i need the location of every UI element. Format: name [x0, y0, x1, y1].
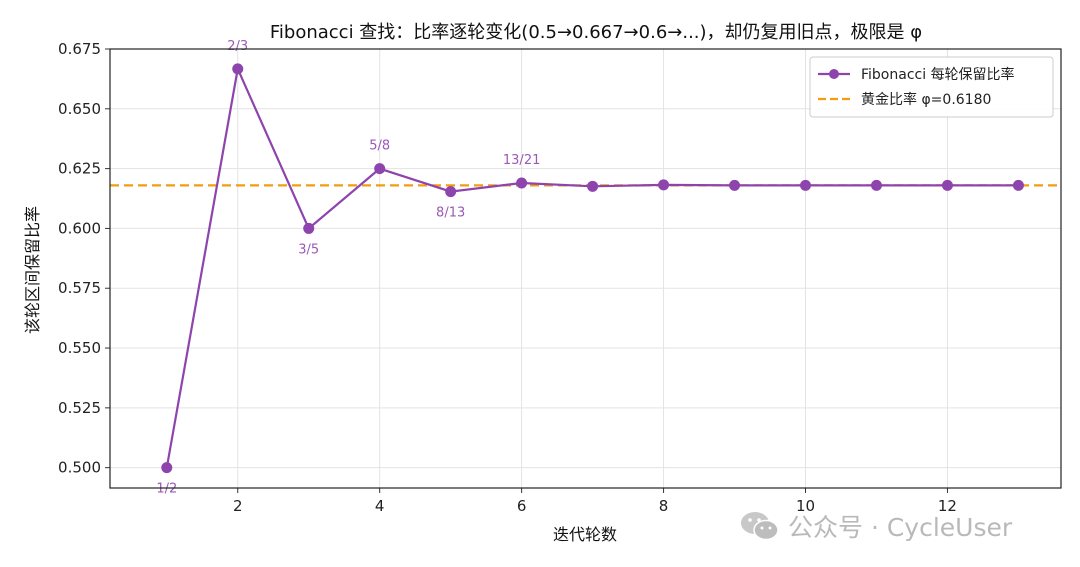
legend-reference-label: 黄金比率 φ=0.6180: [861, 91, 991, 108]
x-tick-label: 2: [233, 497, 243, 515]
y-tick-label: 0.675: [58, 40, 101, 58]
data-annotation: 3/5: [298, 242, 319, 257]
chart-title: Fibonacci 查找：比率逐轮变化(0.5→0.667→0.6→...)，却…: [270, 22, 922, 43]
data-point: [800, 179, 812, 191]
wechat-icon: [741, 512, 779, 541]
data-annotation: 1/2: [156, 482, 177, 497]
data-point: [516, 177, 528, 189]
axes: 2 4 6 8 10 12 0.500 0.525 0.550 0.575 0.600 0.625 0.…: [58, 40, 1062, 515]
data-annotation: 8/13: [436, 206, 465, 221]
data-point: [161, 462, 173, 474]
data-point: [729, 179, 741, 191]
y-tick-label: 0.525: [58, 399, 101, 417]
y-axis-label: 该轮区间保留比率: [23, 206, 42, 334]
watermark: 公众号 · CycleUser: [740, 506, 1012, 546]
data-annotation: 2/3: [227, 39, 248, 54]
data-point: [232, 63, 244, 75]
x-tick-label: 10: [796, 497, 815, 515]
watermark-text: 公众号 · CycleUser: [788, 513, 1013, 542]
data-point: [658, 179, 670, 191]
data-point: [1012, 179, 1024, 191]
series-group: [161, 63, 1024, 474]
data-point: [303, 222, 315, 234]
legend: Fibonacci 每轮保留比率 黄金比率 φ=0.6180: [809, 56, 1054, 118]
y-tick-label: 0.575: [58, 279, 101, 297]
data-point: [870, 179, 882, 191]
legend-series-label: Fibonacci 每轮保留比率: [861, 66, 1015, 83]
plot-frame: [109, 48, 1062, 489]
data-point: [587, 180, 599, 192]
x-tick-label: 12: [938, 497, 957, 515]
data-point: [941, 179, 953, 191]
legend-series-marker: [829, 69, 839, 79]
x-axis-label: 迭代轮数: [553, 525, 617, 544]
x-tick-label: 4: [375, 497, 385, 515]
y-tick-label: 0.625: [58, 160, 101, 178]
y-tick-label: 0.600: [58, 219, 101, 237]
y-tick-label: 0.500: [58, 459, 101, 477]
data-annotation: 13/21: [503, 153, 540, 168]
x-tick-label: 8: [659, 497, 669, 515]
annotation-group: 1/2 2/3 3/5 5/8 8/13 13/21: [156, 39, 540, 497]
legend-box: [809, 56, 1054, 118]
data-point: [445, 186, 457, 198]
data-point: [374, 163, 386, 175]
data-annotation: 5/8: [369, 139, 390, 154]
y-tick-label: 0.650: [58, 100, 101, 118]
x-tick-label: 6: [517, 497, 527, 515]
y-tick-label: 0.550: [58, 339, 101, 357]
